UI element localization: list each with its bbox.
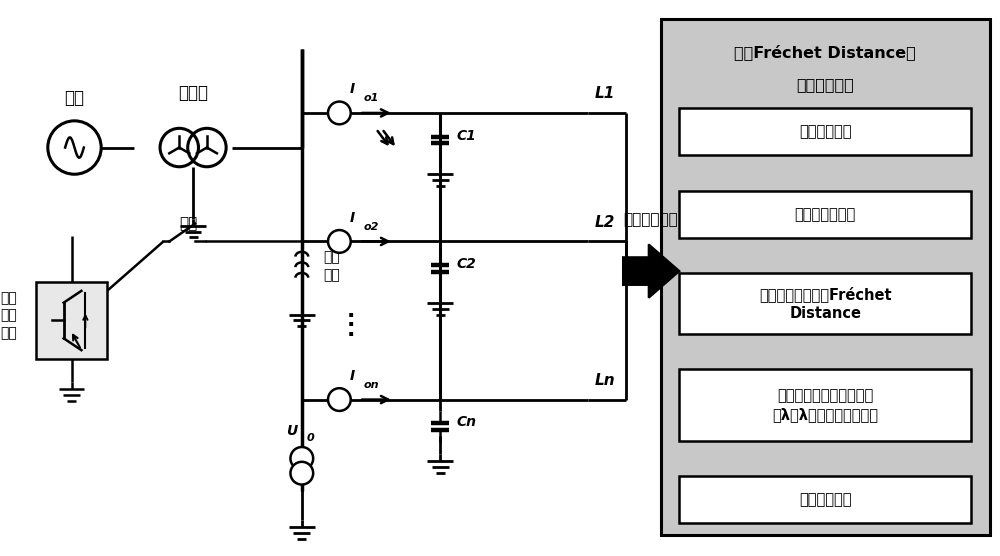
Bar <box>679 108 971 156</box>
Text: 故障选线方法: 故障选线方法 <box>796 77 854 92</box>
Circle shape <box>290 447 313 470</box>
Text: o2: o2 <box>364 221 379 231</box>
Text: I: I <box>349 369 354 383</box>
Text: L2: L2 <box>594 215 615 230</box>
Polygon shape <box>623 245 679 298</box>
Text: 开关: 开关 <box>179 216 197 231</box>
Text: .: . <box>347 301 355 321</box>
Text: 柔性
补偿
装置: 柔性 补偿 装置 <box>0 291 17 340</box>
Text: .: . <box>347 320 355 340</box>
Text: 选出故障线路: 选出故障线路 <box>799 492 851 507</box>
Text: Cn: Cn <box>456 415 476 429</box>
Text: 暂态特征量提取: 暂态特征量提取 <box>795 207 856 222</box>
Bar <box>679 476 971 523</box>
Text: U: U <box>286 424 297 438</box>
Text: I: I <box>349 211 354 225</box>
Bar <box>679 369 971 440</box>
Text: 电源: 电源 <box>64 89 84 107</box>
Circle shape <box>328 388 351 411</box>
Text: 消弧
线圈: 消弧 线圈 <box>324 251 340 282</box>
Circle shape <box>328 102 351 125</box>
Circle shape <box>290 462 313 484</box>
Text: C1: C1 <box>456 128 476 143</box>
Text: 计算各条曲线间的Fréchet
Distance: 计算各条曲线间的Fréchet Distance <box>759 286 891 321</box>
Text: Ln: Ln <box>594 373 615 388</box>
Text: 变压器: 变压器 <box>178 84 208 102</box>
Bar <box>679 273 971 334</box>
Bar <box>36 282 107 359</box>
Bar <box>679 191 971 238</box>
Bar <box>661 19 990 535</box>
Text: L1: L1 <box>594 86 615 101</box>
Text: .: . <box>347 310 355 330</box>
Circle shape <box>328 230 351 253</box>
Text: 故障信息输入: 故障信息输入 <box>623 212 678 227</box>
Text: 基于Fréchet Distance的: 基于Fréchet Distance的 <box>734 44 916 61</box>
Text: o1: o1 <box>364 93 379 103</box>
Text: 比较各条馈线间的平均距
离λ，λ最大的为故障线路: 比较各条馈线间的平均距 离λ，λ最大的为故障线路 <box>772 388 878 422</box>
Text: on: on <box>364 380 380 390</box>
Text: C2: C2 <box>456 257 476 271</box>
Text: I: I <box>349 82 354 96</box>
Text: 0: 0 <box>307 433 315 443</box>
Text: 故障信息采集: 故障信息采集 <box>799 124 851 139</box>
